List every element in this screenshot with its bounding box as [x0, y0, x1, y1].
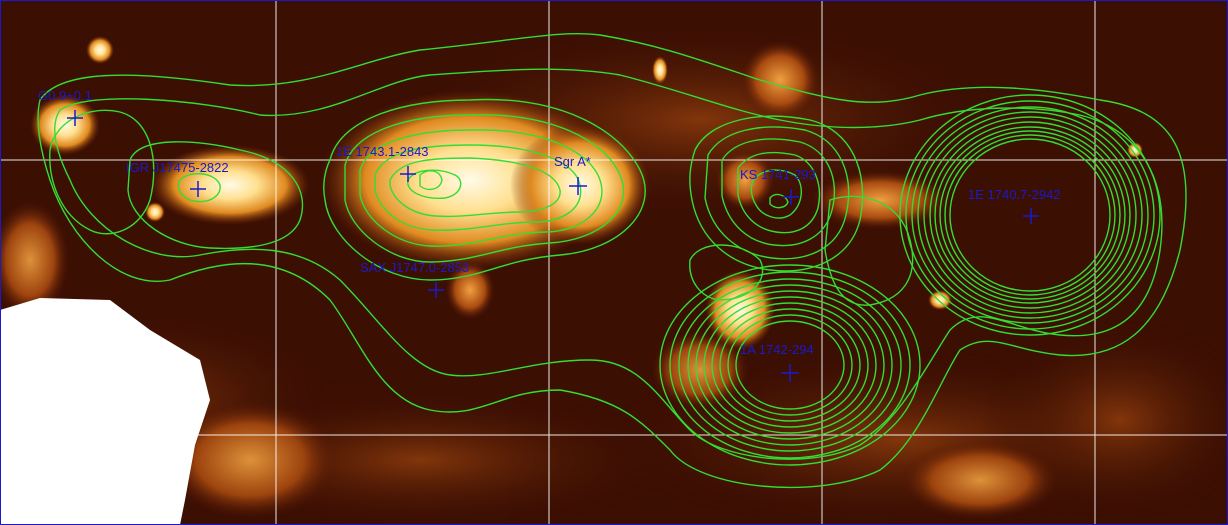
marker-g09 [67, 110, 83, 126]
marker-1a1742 [781, 364, 799, 382]
contour-group-1e1740 [899, 94, 1161, 336]
marker-ks1741 [783, 189, 799, 205]
marker-igr [190, 181, 206, 197]
label-1e1740: 1E 1740.7-2942 [968, 187, 1061, 202]
contours [37, 33, 1187, 489]
contour-group-1a1742 [659, 264, 921, 466]
marker-sgra [569, 177, 587, 195]
label-igr: IGR J17475-2822 [126, 160, 229, 175]
label-g09: G0.9+0.1 [38, 88, 92, 103]
contour-outer [37, 33, 1187, 489]
marker-1e1743 [400, 166, 416, 182]
no-data-mask [0, 298, 210, 525]
label-1a1742: 1A 1742-294 [740, 342, 814, 357]
marker-1e1740 [1023, 208, 1039, 224]
label-sax: SAX J1747.0-2853 [360, 260, 469, 275]
label-sgra: Sgr A* [554, 154, 591, 169]
diffuse-emission [0, 20, 1228, 525]
source-markers [67, 110, 1039, 382]
label-1e1743: 1E 1743.1-2843 [336, 144, 429, 159]
source-labels: G0.9+0.1 IGR J17475-2822 1E 1743.1-2843 … [38, 88, 1061, 357]
marker-sax [428, 282, 444, 298]
label-ks1741: KS 1741-293 [740, 167, 816, 182]
